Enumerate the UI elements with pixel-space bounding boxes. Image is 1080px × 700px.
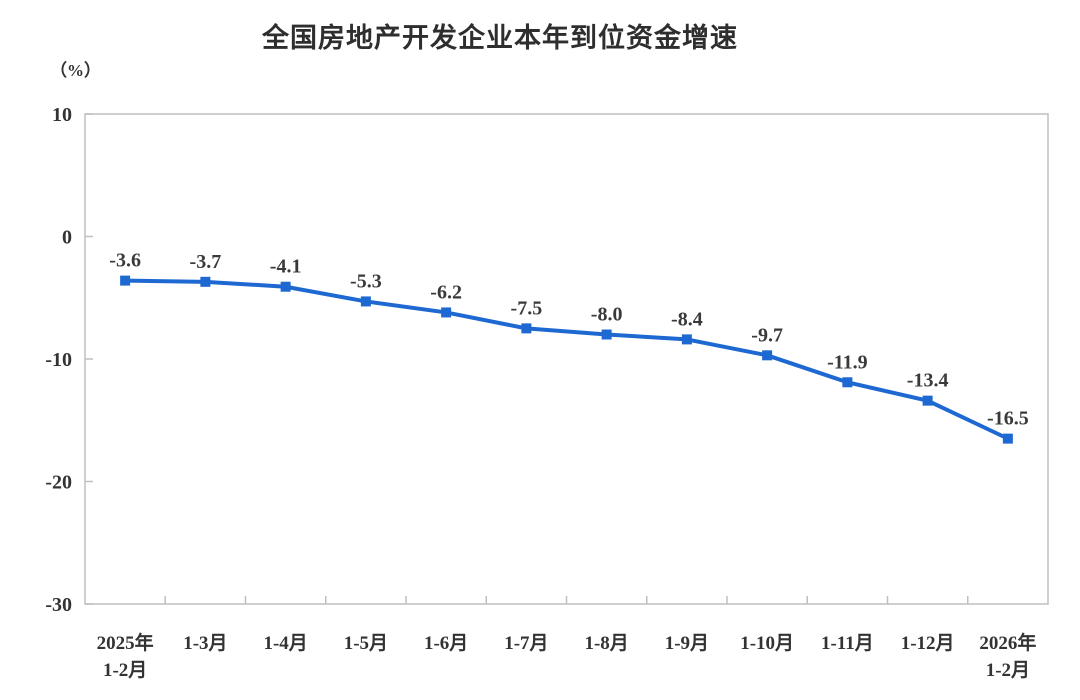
x-axis-label-line: 2026年 (979, 631, 1036, 654)
data-label: -6.2 (430, 281, 462, 303)
data-label: -11.9 (827, 351, 868, 373)
plot-border (84, 113, 1049, 605)
x-axis-label-line: 1-2月 (103, 660, 147, 681)
data-label: -4.1 (270, 256, 302, 278)
data-label: -7.5 (511, 297, 543, 319)
data-point-marker (681, 334, 692, 345)
data-label: -3.7 (190, 251, 222, 273)
data-point-marker (120, 275, 131, 286)
x-axis-label: 1-3月 (183, 633, 227, 654)
y-axis-label: -30 (45, 594, 72, 616)
x-axis-label: 1-4月 (263, 633, 307, 654)
y-axis-label: 0 (62, 227, 72, 249)
x-axis-label-line: 2025年 (97, 631, 154, 654)
y-axis-label: -20 (45, 472, 72, 494)
x-axis-label: 1-5月 (344, 633, 388, 654)
data-point-marker (842, 377, 853, 388)
x-axis-label-line: 1-8月 (584, 633, 628, 654)
x-axis-label: 1-12月 (901, 633, 955, 654)
data-point-marker (601, 329, 612, 340)
x-axis-label-line: 1-11月 (821, 633, 874, 654)
data-line (123, 278, 1010, 441)
data-label: -8.4 (671, 308, 703, 330)
data-point-marker (1002, 433, 1013, 444)
data-point-marker (922, 395, 933, 406)
y-axis-unit-label: （%） (50, 61, 101, 80)
x-axis-label-line: 1-5月 (344, 633, 388, 654)
x-axis-label-line: 1-12月 (901, 633, 955, 654)
data-point-marker (762, 350, 773, 361)
y-axis-label: 10 (52, 104, 72, 126)
x-axis-label: 2026年 1-2月 (979, 631, 1036, 681)
x-axis-label-line: 1-3月 (183, 633, 227, 654)
data-label: -16.5 (987, 408, 1029, 430)
y-axis-label: -10 (45, 349, 72, 371)
data-label: -9.7 (751, 324, 783, 346)
data-point-marker (521, 323, 532, 334)
data-point-marker (280, 281, 291, 292)
data-label: -8.0 (591, 304, 623, 326)
chart-title: 全国房地产开发企业本年到位资金增速 (262, 23, 738, 53)
x-axis-label-line: 1-9月 (665, 633, 709, 654)
x-axis-label: 1-10月 (740, 633, 794, 654)
x-axis-label-line: 1-2月 (986, 660, 1030, 681)
x-axis-label: 1-9月 (665, 633, 709, 654)
x-axis-label: 1-11月 (821, 633, 874, 654)
x-axis-label-line: 1-4月 (263, 633, 307, 654)
data-label: -5.3 (350, 270, 382, 292)
data-label: -3.6 (109, 250, 141, 272)
x-axis-label-line: 1-10月 (740, 633, 794, 654)
x-axis-label-line: 1-7月 (504, 633, 548, 654)
data-point-marker (441, 307, 452, 318)
x-axis-label: 2025年 1-2月 (97, 631, 154, 681)
x-axis-label: 1-8月 (584, 633, 628, 654)
x-axis-label: 1-7月 (504, 633, 548, 654)
x-axis-label-line: 1-6月 (424, 633, 468, 654)
data-point-marker (200, 276, 211, 287)
x-axis-label: 1-6月 (424, 633, 468, 654)
data-label: -13.4 (907, 370, 949, 392)
data-point-marker (360, 296, 371, 307)
